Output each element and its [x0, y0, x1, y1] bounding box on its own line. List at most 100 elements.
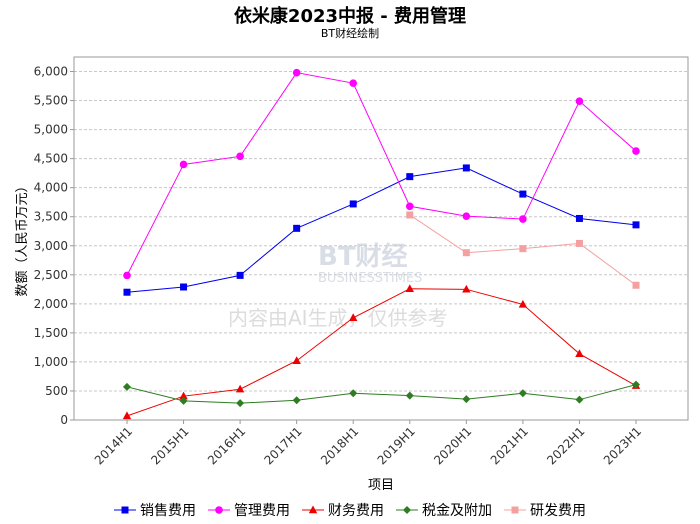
- data-point: [518, 389, 527, 398]
- legend: 销售费用 管理费用 财务费用 税金及附加 研发费用: [0, 500, 700, 520]
- plot-border: [73, 56, 689, 421]
- x-tick-label: 2021H1: [488, 424, 531, 467]
- x-tick-label: 2022H1: [544, 424, 587, 467]
- legend-swatch: [302, 505, 324, 514]
- series-4: [406, 211, 640, 289]
- y-axis: 0 500 1,000 1,500 2,000 2,500 3,000 3,500 4,000 4…: [34, 65, 74, 427]
- data-point: [349, 313, 358, 321]
- y-tick-label: 5,500: [34, 94, 68, 108]
- data-point: [235, 384, 245, 393]
- data-point: [292, 396, 301, 405]
- data-point: [519, 245, 527, 253]
- y-tick-label: 5,000: [34, 123, 68, 137]
- series-2: [122, 284, 641, 420]
- x-tick-label: 2017H1: [262, 424, 305, 467]
- series-3: [123, 380, 640, 408]
- series-line: [126, 72, 637, 276]
- data-point: [292, 356, 301, 364]
- data-point: [123, 382, 131, 391]
- legend-swatch: [396, 506, 418, 514]
- y-tick-label: 0: [60, 413, 68, 427]
- series-1: [123, 68, 640, 280]
- data-point: [462, 249, 470, 257]
- grid: [74, 71, 688, 421]
- data-point: [462, 395, 471, 404]
- data-point: [179, 396, 188, 405]
- legend-label: 研发费用: [530, 503, 586, 519]
- series-line: [126, 288, 637, 417]
- legend-marker: [121, 506, 129, 514]
- x-axis-label: 项目: [368, 478, 394, 493]
- y-tick-label: 4,500: [34, 152, 68, 166]
- data-point: [405, 284, 414, 292]
- legend-marker: [215, 506, 223, 514]
- data-point: [179, 160, 188, 169]
- legend-swatch: [114, 506, 136, 514]
- data-point: [519, 190, 527, 198]
- legend-label: 管理费用: [234, 503, 290, 519]
- y-tick-label: 2,500: [34, 268, 68, 282]
- x-axis: 2014H1 2015H1 2016H1 2017H1 2018H1 2019H1 2020…: [92, 420, 644, 467]
- legend-item: 管理费用: [208, 500, 290, 520]
- legend-label: 财务费用: [328, 503, 384, 519]
- legend-marker: [511, 506, 519, 514]
- x-tick-label: 2018H1: [318, 424, 361, 467]
- legend-item: 税金及附加: [396, 500, 492, 520]
- series: [122, 68, 641, 420]
- data-point: [180, 283, 188, 291]
- chart-subtitle: BT财经绘制: [320, 27, 380, 40]
- x-tick-label: 2014H1: [92, 424, 135, 467]
- data-point: [462, 284, 471, 293]
- data-point: [123, 288, 131, 296]
- chart-title: 依米康2023中报 - 费用管理: [233, 6, 467, 27]
- y-tick-label: 1,000: [34, 355, 68, 369]
- data-point: [632, 380, 640, 389]
- x-tick-label: 2015H1: [148, 424, 191, 467]
- legend-swatch: [504, 506, 526, 514]
- data-point: [349, 200, 357, 208]
- data-point: [632, 281, 640, 289]
- data-point: [405, 391, 414, 400]
- data-point: [575, 214, 583, 222]
- data-point: [406, 211, 414, 219]
- data-point: [462, 164, 470, 172]
- series-0: [123, 164, 640, 296]
- y-tick-label: 3,000: [34, 239, 68, 253]
- x-tick-label: 2020H1: [431, 424, 474, 467]
- y-axis-label: 数额（人民币万元）: [15, 179, 30, 296]
- watermark: BT财经 BUSINESSTIMES 内容由AI生成，仅供参考: [228, 241, 448, 330]
- data-point: [632, 221, 640, 229]
- series-line: [126, 384, 637, 404]
- data-point: [123, 271, 131, 280]
- y-tick-label: 500: [45, 384, 68, 398]
- data-point: [293, 224, 301, 232]
- data-point: [519, 215, 527, 223]
- data-point: [518, 299, 528, 308]
- legend-marker: [308, 505, 318, 514]
- data-point: [575, 395, 584, 404]
- data-point: [236, 152, 244, 161]
- y-tick-label: 6,000: [34, 65, 68, 79]
- data-point: [349, 79, 358, 87]
- data-point: [462, 212, 471, 220]
- series-line: [126, 167, 637, 293]
- x-tick-label: 2023H1: [601, 424, 644, 467]
- data-point: [405, 202, 414, 211]
- legend-item: 财务费用: [302, 500, 384, 520]
- y-tick-label: 4,000: [34, 181, 68, 195]
- legend-item: 研发费用: [504, 500, 586, 520]
- data-point: [575, 239, 583, 247]
- data-point: [575, 97, 584, 105]
- data-point: [349, 389, 358, 398]
- x-tick-label: 2016H1: [205, 424, 248, 467]
- data-point: [236, 271, 244, 279]
- x-tick-label: 2019H1: [375, 424, 418, 467]
- legend-item: 销售费用: [114, 500, 196, 520]
- watermark-note: 内容由AI生成，仅供参考: [228, 306, 448, 330]
- data-point: [179, 391, 188, 400]
- legend-label: 销售费用: [140, 503, 196, 519]
- watermark-brand-en: BUSINESSTIMES: [318, 271, 422, 286]
- legend-label: 税金及附加: [422, 503, 492, 519]
- data-point: [236, 399, 245, 408]
